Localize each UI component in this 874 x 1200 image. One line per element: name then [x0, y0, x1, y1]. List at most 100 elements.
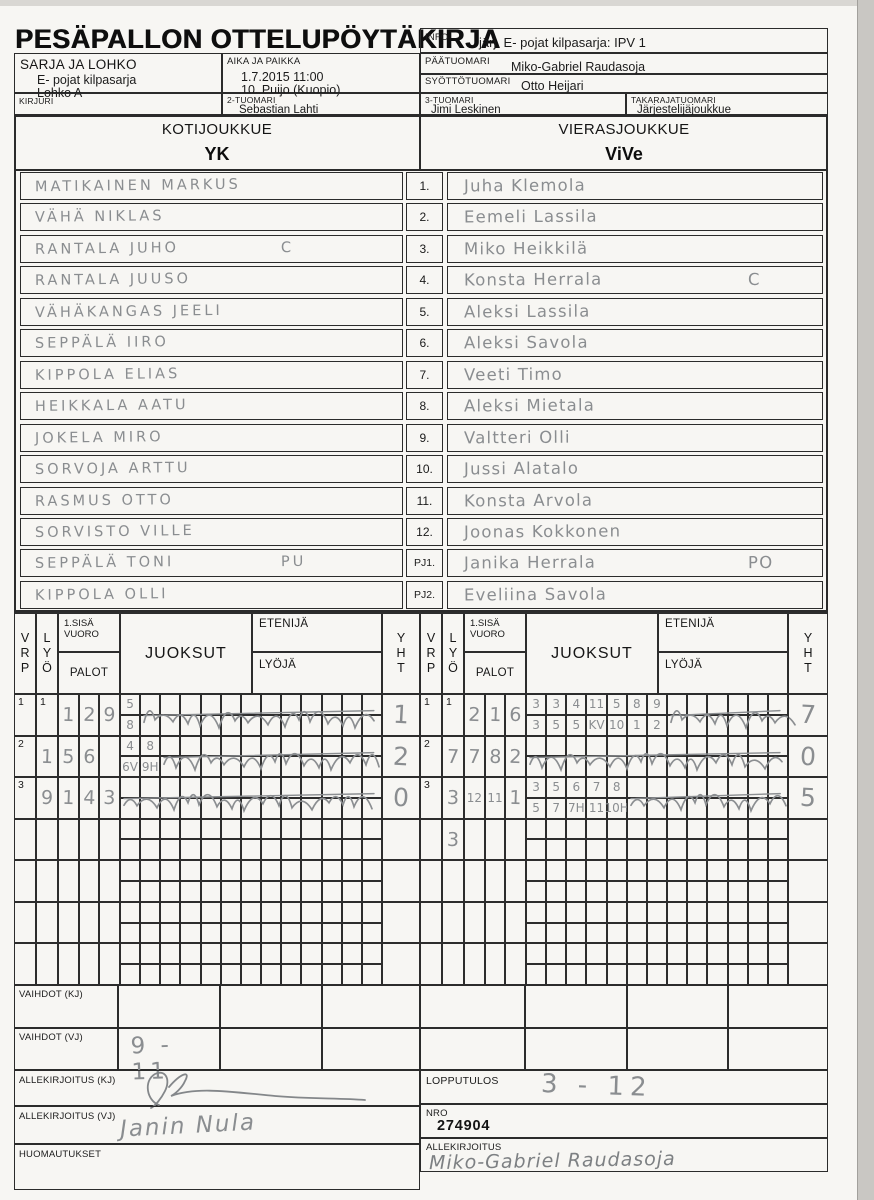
grid-juoksut-bottom-cell	[747, 880, 768, 902]
grid-palot-cell: 2	[505, 735, 526, 778]
grid-juoksut-bottom-cell	[361, 880, 382, 902]
grid-juoksut-top-cell	[321, 860, 342, 881]
grid-juoksut-bottom-cell	[687, 880, 708, 902]
grid-juoksut-top-cell	[361, 818, 382, 840]
grid-juoksut-top-cell	[747, 901, 768, 923]
grid-juoksut-bottom-cell	[606, 880, 627, 902]
grid-juoksut-bottom-cell	[586, 964, 607, 985]
grid-lyo-printed: 1	[40, 696, 46, 708]
grid-juoksut-bottom-cell	[220, 922, 241, 944]
grid-juoksut-top-cell	[240, 901, 262, 923]
grid-lyo-hand: 9	[40, 786, 54, 810]
roster-home-cell: RANTALA JUUSO	[20, 266, 403, 295]
roster-number-cell: 2.	[406, 203, 443, 232]
grid-juoksut-top-cell	[586, 943, 607, 965]
grid-juoksut-bottom-cell: 6V	[120, 756, 141, 778]
grid-palot-cell	[505, 860, 526, 902]
grid-juoksut-bottom-cell	[526, 880, 547, 902]
grid-juoksut-top-cell: 8	[626, 694, 647, 715]
grid-juoksut-bottom-cell	[626, 839, 647, 861]
grid-yht-cell	[788, 860, 828, 902]
home-player-name: SEPPÄLÄ TONI	[34, 554, 175, 573]
vj-signature: Janin Nula	[119, 1109, 257, 1143]
nro-label: NRO	[426, 1108, 448, 1119]
grid-juoksut-bottom-cell	[200, 880, 221, 902]
grid-palot-cell	[58, 901, 79, 944]
roster-away-cell: Jussi Alatalo	[447, 455, 823, 484]
grid-juoksut-top-cell	[261, 818, 282, 840]
grid-juoksut-bottom-cell	[747, 714, 768, 736]
roster-away-cell: Konsta Herrala C	[447, 266, 823, 295]
juoksut-lyoja-value: KV	[588, 718, 605, 733]
grid-juoksut-top-cell	[220, 901, 241, 923]
grid-vrp-cell	[420, 818, 442, 861]
grid-palot-cell	[464, 818, 485, 861]
grid-juoksut-top-cell	[667, 860, 688, 881]
grid-juoksut-top-cell: 8	[140, 735, 161, 757]
grid-juoksut-bottom-cell	[767, 922, 788, 944]
grid-juoksut-bottom-cell	[707, 839, 728, 861]
grid-juoksut-bottom-cell	[626, 880, 647, 902]
grid-palot-cell	[99, 943, 120, 985]
home-lyo-header: L Y Ö	[36, 612, 58, 694]
grid-juoksut-top-cell	[727, 943, 748, 965]
grid-juoksut-top-cell	[667, 943, 688, 965]
roster-home-cell: KIPPOLA OLLI	[20, 580, 403, 609]
grid-palot-cell: 4	[78, 777, 100, 819]
grid-row-number: 1	[424, 696, 430, 708]
roster-away-cell: Aleksi Savola	[447, 329, 823, 358]
tuomari2-box: 2-TUOMARI Sebastian Lahti	[222, 93, 420, 116]
juoksut-etenija-value: 9	[653, 697, 661, 712]
grid-juoksut-bottom-cell	[220, 797, 241, 819]
grid-yht-cell	[382, 901, 420, 944]
away-yht-header: Y H T	[788, 612, 828, 694]
grid-juoksut-top-cell	[200, 901, 221, 923]
grid-palot-cell: 7	[464, 735, 485, 778]
grid-palot-value: 9	[103, 703, 117, 726]
home-lyoja-header: LYÖJÄ	[252, 652, 382, 694]
roster-number-cell: 4.	[406, 266, 443, 295]
roster-home-cell: RASMUS OTTO	[20, 486, 403, 515]
grid-lyo-cell	[36, 860, 58, 902]
syottotuomari-box: SYÖTTÖTUOMARI Otto Heijari	[420, 74, 828, 93]
grid-palot-cell	[58, 943, 79, 985]
grid-palot-cell: 8	[484, 735, 506, 778]
grid-juoksut-bottom-cell	[160, 964, 181, 985]
grid-juoksut-top-cell	[341, 943, 362, 965]
page-title: PESÄPALLON OTTELUPÖYTÄKIRJA	[15, 24, 501, 54]
grid-juoksut-top-cell	[160, 943, 181, 965]
away-player-name: Juha Klemola	[463, 175, 587, 196]
grid-juoksut-bottom-cell	[566, 922, 587, 944]
grid-juoksut-top-cell	[767, 818, 788, 840]
grid-yht-value: 2	[392, 741, 410, 772]
allekirjoitus-kj-label: ALLEKIRJOITUS (KJ)	[19, 1075, 116, 1086]
vaihdot-vj-away-cell-3	[627, 1028, 728, 1070]
grid-juoksut-bottom-cell	[220, 964, 241, 985]
away-player-name: Joonas Kokkonen	[463, 521, 622, 542]
roster-number: 4.	[419, 273, 430, 288]
grid-juoksut-bottom-cell	[566, 839, 587, 861]
grid-juoksut-top-cell	[180, 860, 201, 881]
grid-vrp-cell	[14, 860, 36, 902]
grid-juoksut-bottom-cell	[301, 964, 322, 985]
grid-juoksut-top-cell	[606, 860, 627, 881]
roster-number: 7.	[419, 367, 430, 382]
juoksut-etenija-value: 5	[552, 780, 561, 795]
roster-number-cell: PJ2.	[406, 580, 443, 609]
grid-juoksut-top-cell	[667, 735, 688, 757]
grid-juoksut-bottom-cell	[321, 964, 342, 985]
grid-juoksut-bottom-cell	[707, 797, 728, 819]
grid-juoksut-bottom-cell	[646, 880, 668, 902]
grid-juoksut-top-cell	[180, 943, 201, 965]
grid-palot-cell: 5	[58, 735, 79, 778]
grid-palot-value: 6	[82, 745, 96, 768]
roster-number: PJ2.	[413, 588, 435, 601]
grid-yht-cell	[382, 818, 420, 861]
home-juoksut-header: JUOKSUT	[120, 612, 252, 694]
grid-juoksut-top-cell: 3	[526, 777, 547, 798]
away-player-mark: PO	[747, 553, 774, 573]
aika-label: AIKA JA PAIKKA	[227, 56, 301, 67]
juoksut-lyoja-value: 9H	[141, 759, 159, 774]
away-player-name: Aleksi Mietala	[463, 395, 596, 416]
grid-juoksut-top-cell	[240, 818, 262, 840]
